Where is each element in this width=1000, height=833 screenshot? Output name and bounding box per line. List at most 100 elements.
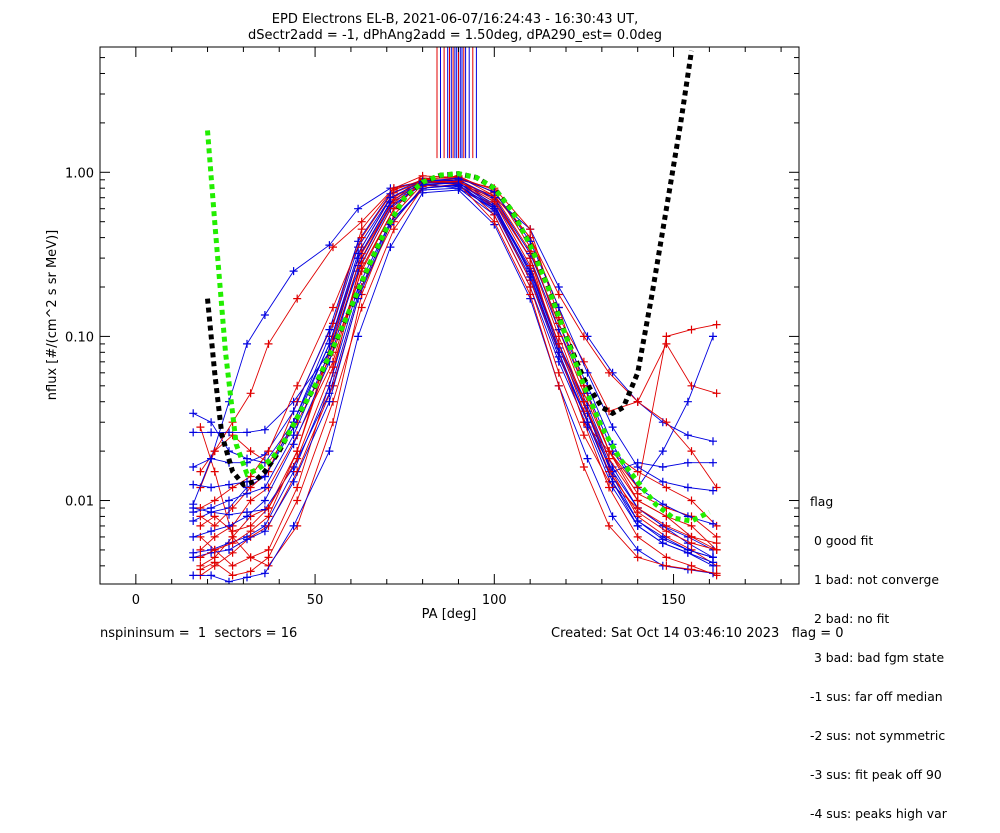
red-data-point <box>712 320 721 329</box>
red-data-point <box>579 463 588 471</box>
red-data-point <box>389 186 398 194</box>
blue-data-point <box>225 577 233 584</box>
blue-data-point <box>608 477 617 486</box>
blue-data-point <box>583 454 592 463</box>
x-axis-label: PA [deg] <box>422 607 477 622</box>
red-data-point <box>210 532 219 541</box>
blue-series-11-line <box>193 177 714 492</box>
blue-data-point <box>709 561 717 570</box>
blue-data-point <box>189 508 198 517</box>
red-data-point <box>246 553 255 562</box>
blue-data-point <box>225 545 233 554</box>
chart-subtitle: dSectr2add = -1, dPhAng2add = 1.50deg, d… <box>248 28 662 43</box>
pitch-angle-chart: EPD Electrons EL-B, 2021-06-07/16:24:43 … <box>45 12 800 622</box>
blue-data-point <box>490 204 499 213</box>
red-data-point <box>293 483 302 492</box>
red-data-point <box>196 553 205 562</box>
blue-data-point <box>325 447 334 456</box>
red-data-point <box>687 539 696 548</box>
blue-data-point <box>354 237 363 246</box>
legend-item: 2 bad: no fit <box>810 611 890 626</box>
red-data-point <box>579 431 588 440</box>
red-data-point <box>554 381 563 390</box>
legend-item: -3 sus: fit peak off 90 <box>810 767 942 782</box>
x-tick-label: 100 <box>482 593 507 608</box>
red-data-point <box>526 225 535 234</box>
blue-data-point <box>683 458 692 467</box>
red-data-point <box>264 545 273 554</box>
blue-data-point <box>243 428 251 437</box>
y-tick-label: 1.00 <box>65 166 94 181</box>
red-data-point <box>210 521 219 530</box>
blue-data-point <box>633 545 642 554</box>
blue-data-point <box>658 463 667 471</box>
red-data-point <box>264 512 273 521</box>
red-data-point <box>357 233 366 242</box>
blue-data-point <box>386 243 395 252</box>
red-data-point <box>389 225 398 234</box>
y-tick-label: 0.10 <box>65 330 94 345</box>
red-data-point <box>196 512 205 521</box>
red-data-point <box>264 504 273 512</box>
blue-data-point <box>633 463 642 471</box>
blue-series-8-line <box>193 182 714 558</box>
y-axis-label: nflux [#/(cm^2 s sr MeV)] <box>45 230 60 400</box>
blue-series-3-line <box>193 187 714 563</box>
blue-data-point <box>243 489 251 498</box>
red-data-point <box>687 447 696 456</box>
green-fit-curve <box>205 130 711 524</box>
blue-data-point <box>386 193 395 202</box>
fit-layer <box>205 50 711 524</box>
blue-data-point <box>189 532 198 541</box>
red-data-point <box>293 454 302 463</box>
blue-series-5-line <box>193 185 714 558</box>
blue-data-point <box>709 332 717 341</box>
blue-data-point <box>709 458 717 467</box>
blue-data-point <box>289 407 298 416</box>
blue-data-point <box>683 548 692 557</box>
blue-data-point <box>354 332 363 341</box>
red-data-point <box>662 332 671 341</box>
red-data-point <box>633 532 642 541</box>
red-data-point <box>329 303 337 312</box>
blue-data-point <box>225 480 233 489</box>
blue-data-point <box>189 428 198 437</box>
red-data-point <box>210 447 219 456</box>
red-data-point <box>554 290 563 299</box>
blue-data-point <box>189 480 198 489</box>
red-data-point <box>633 508 642 517</box>
red-data-point <box>196 423 205 432</box>
red-data-point <box>662 339 671 348</box>
blue-data-point <box>189 409 198 418</box>
red-data-point <box>579 332 588 341</box>
blue-data-point <box>583 368 592 377</box>
red-data-point <box>554 368 563 377</box>
blue-data-point <box>289 440 298 449</box>
data-layer <box>189 171 721 584</box>
blue-data-point <box>658 447 667 456</box>
red-data-point <box>210 496 219 505</box>
blue-series-10-line <box>193 184 714 567</box>
blue-data-point <box>260 311 269 319</box>
blue-data-point <box>554 283 563 291</box>
blue-data-point <box>207 418 216 427</box>
red-data-point <box>210 512 219 521</box>
blue-data-point <box>354 204 363 213</box>
red-data-point <box>662 553 671 562</box>
red-data-point <box>662 418 671 427</box>
red-data-point <box>662 561 671 570</box>
blue-data-point <box>554 348 563 357</box>
red-data-point <box>264 447 273 456</box>
red-data-point <box>246 496 255 505</box>
legend-item: 0 good fit <box>810 533 874 548</box>
blue-data-point <box>243 573 251 582</box>
red-data-point <box>264 339 273 348</box>
blue-data-point <box>583 418 592 427</box>
red-data-point <box>357 303 366 312</box>
red-data-point <box>264 521 273 530</box>
red-data-point <box>357 225 366 234</box>
axes-layer: 0 50 100 150 0.01 0.10 1.00 <box>65 47 799 608</box>
red-data-point <box>196 545 205 554</box>
red-data-point <box>228 561 237 570</box>
red-data-point <box>605 483 613 492</box>
